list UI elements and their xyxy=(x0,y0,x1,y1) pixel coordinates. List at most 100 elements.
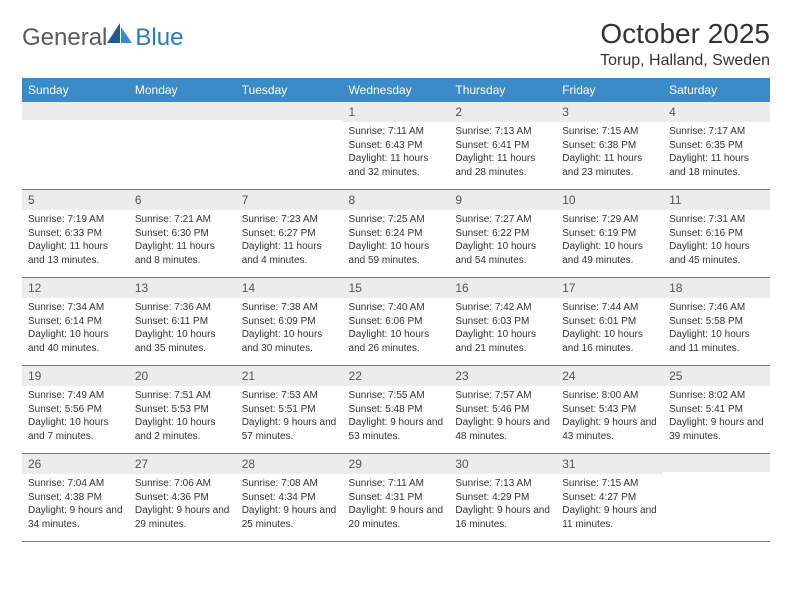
sunrise-text: Sunrise: 7:04 AM xyxy=(28,477,123,491)
sunset-text: Sunset: 5:56 PM xyxy=(28,403,123,417)
sunset-text: Sunset: 6:35 PM xyxy=(669,139,764,153)
day-cell xyxy=(663,454,770,542)
day-cell: 20Sunrise: 7:51 AMSunset: 5:53 PMDayligh… xyxy=(129,366,236,454)
logo-sail-icon xyxy=(107,23,133,43)
week-row: 19Sunrise: 7:49 AMSunset: 5:56 PMDayligh… xyxy=(22,366,770,454)
logo-text-blue: Blue xyxy=(135,24,183,52)
daylight-text: Daylight: 9 hours and 11 minutes. xyxy=(562,504,657,531)
sunset-text: Sunset: 6:30 PM xyxy=(135,227,230,241)
week-row: 26Sunrise: 7:04 AMSunset: 4:38 PMDayligh… xyxy=(22,454,770,542)
sunrise-text: Sunrise: 7:15 AM xyxy=(562,125,657,139)
day-content: Sunrise: 7:29 AMSunset: 6:19 PMDaylight:… xyxy=(556,210,663,277)
sunrise-text: Sunrise: 7:49 AM xyxy=(28,389,123,403)
daylight-text: Daylight: 10 hours and 21 minutes. xyxy=(455,328,550,355)
day-cell: 3Sunrise: 7:15 AMSunset: 6:38 PMDaylight… xyxy=(556,102,663,190)
day-content: Sunrise: 7:13 AMSunset: 6:41 PMDaylight:… xyxy=(449,122,556,189)
day-cell: 5Sunrise: 7:19 AMSunset: 6:33 PMDaylight… xyxy=(22,190,129,278)
day-cell: 27Sunrise: 7:06 AMSunset: 4:36 PMDayligh… xyxy=(129,454,236,542)
day-content: Sunrise: 7:19 AMSunset: 6:33 PMDaylight:… xyxy=(22,210,129,277)
day-content: Sunrise: 7:42 AMSunset: 6:03 PMDaylight:… xyxy=(449,298,556,365)
daylight-text: Daylight: 9 hours and 25 minutes. xyxy=(242,504,337,531)
daylight-text: Daylight: 9 hours and 39 minutes. xyxy=(669,416,764,443)
day-content: Sunrise: 7:36 AMSunset: 6:11 PMDaylight:… xyxy=(129,298,236,365)
day-number: 10 xyxy=(556,190,663,210)
day-content: Sunrise: 7:40 AMSunset: 6:06 PMDaylight:… xyxy=(343,298,450,365)
day-cell: 29Sunrise: 7:11 AMSunset: 4:31 PMDayligh… xyxy=(343,454,450,542)
day-content: Sunrise: 7:55 AMSunset: 5:48 PMDaylight:… xyxy=(343,386,450,453)
day-content: Sunrise: 7:04 AMSunset: 4:38 PMDaylight:… xyxy=(22,474,129,541)
day-cell: 16Sunrise: 7:42 AMSunset: 6:03 PMDayligh… xyxy=(449,278,556,366)
day-number xyxy=(22,102,129,120)
day-number: 27 xyxy=(129,454,236,474)
sunset-text: Sunset: 5:46 PM xyxy=(455,403,550,417)
day-content: Sunrise: 7:53 AMSunset: 5:51 PMDaylight:… xyxy=(236,386,343,453)
day-number: 26 xyxy=(22,454,129,474)
day-number: 20 xyxy=(129,366,236,386)
daylight-text: Daylight: 9 hours and 53 minutes. xyxy=(349,416,444,443)
daylight-text: Daylight: 10 hours and 7 minutes. xyxy=(28,416,123,443)
day-content: Sunrise: 7:23 AMSunset: 6:27 PMDaylight:… xyxy=(236,210,343,277)
day-number: 9 xyxy=(449,190,556,210)
daylight-text: Daylight: 9 hours and 29 minutes. xyxy=(135,504,230,531)
weekday-wed: Wednesday xyxy=(343,78,450,102)
sunrise-text: Sunrise: 7:46 AM xyxy=(669,301,764,315)
sunset-text: Sunset: 6:09 PM xyxy=(242,315,337,329)
day-cell: 15Sunrise: 7:40 AMSunset: 6:06 PMDayligh… xyxy=(343,278,450,366)
daylight-text: Daylight: 11 hours and 18 minutes. xyxy=(669,152,764,179)
day-number: 22 xyxy=(343,366,450,386)
sunrise-text: Sunrise: 7:15 AM xyxy=(562,477,657,491)
sunset-text: Sunset: 6:33 PM xyxy=(28,227,123,241)
day-number: 1 xyxy=(343,102,450,122)
sunrise-text: Sunrise: 7:31 AM xyxy=(669,213,764,227)
sunset-text: Sunset: 4:36 PM xyxy=(135,491,230,505)
sunset-text: Sunset: 6:41 PM xyxy=(455,139,550,153)
day-content: Sunrise: 8:00 AMSunset: 5:43 PMDaylight:… xyxy=(556,386,663,453)
day-cell: 23Sunrise: 7:57 AMSunset: 5:46 PMDayligh… xyxy=(449,366,556,454)
weekday-sun: Sunday xyxy=(22,78,129,102)
day-cell: 1Sunrise: 7:11 AMSunset: 6:43 PMDaylight… xyxy=(343,102,450,190)
day-number: 31 xyxy=(556,454,663,474)
day-cell xyxy=(22,102,129,190)
day-cell: 11Sunrise: 7:31 AMSunset: 6:16 PMDayligh… xyxy=(663,190,770,278)
daylight-text: Daylight: 9 hours and 34 minutes. xyxy=(28,504,123,531)
day-cell: 24Sunrise: 8:00 AMSunset: 5:43 PMDayligh… xyxy=(556,366,663,454)
day-content xyxy=(22,120,129,180)
daylight-text: Daylight: 11 hours and 8 minutes. xyxy=(135,240,230,267)
location: Torup, Halland, Sweden xyxy=(600,52,770,70)
day-content: Sunrise: 8:02 AMSunset: 5:41 PMDaylight:… xyxy=(663,386,770,453)
day-cell: 10Sunrise: 7:29 AMSunset: 6:19 PMDayligh… xyxy=(556,190,663,278)
sunset-text: Sunset: 4:34 PM xyxy=(242,491,337,505)
day-content: Sunrise: 7:21 AMSunset: 6:30 PMDaylight:… xyxy=(129,210,236,277)
daylight-text: Daylight: 10 hours and 2 minutes. xyxy=(135,416,230,443)
day-cell: 31Sunrise: 7:15 AMSunset: 4:27 PMDayligh… xyxy=(556,454,663,542)
sunset-text: Sunset: 5:48 PM xyxy=(349,403,444,417)
day-cell: 8Sunrise: 7:25 AMSunset: 6:24 PMDaylight… xyxy=(343,190,450,278)
sunrise-text: Sunrise: 7:38 AM xyxy=(242,301,337,315)
daylight-text: Daylight: 9 hours and 20 minutes. xyxy=(349,504,444,531)
sunrise-text: Sunrise: 7:21 AM xyxy=(135,213,230,227)
week-row: 12Sunrise: 7:34 AMSunset: 6:14 PMDayligh… xyxy=(22,278,770,366)
day-cell xyxy=(236,102,343,190)
day-cell: 30Sunrise: 7:13 AMSunset: 4:29 PMDayligh… xyxy=(449,454,556,542)
daylight-text: Daylight: 11 hours and 23 minutes. xyxy=(562,152,657,179)
day-content: Sunrise: 7:17 AMSunset: 6:35 PMDaylight:… xyxy=(663,122,770,189)
day-cell: 26Sunrise: 7:04 AMSunset: 4:38 PMDayligh… xyxy=(22,454,129,542)
weekday-tue: Tuesday xyxy=(236,78,343,102)
daylight-text: Daylight: 11 hours and 32 minutes. xyxy=(349,152,444,179)
weekday-fri: Friday xyxy=(556,78,663,102)
sunset-text: Sunset: 6:11 PM xyxy=(135,315,230,329)
day-content xyxy=(129,120,236,180)
day-number: 3 xyxy=(556,102,663,122)
sunset-text: Sunset: 4:29 PM xyxy=(455,491,550,505)
sunset-text: Sunset: 6:24 PM xyxy=(349,227,444,241)
day-number: 8 xyxy=(343,190,450,210)
logo: General Blue xyxy=(22,24,183,52)
day-cell: 28Sunrise: 7:08 AMSunset: 4:34 PMDayligh… xyxy=(236,454,343,542)
sunrise-text: Sunrise: 7:57 AM xyxy=(455,389,550,403)
day-number: 30 xyxy=(449,454,556,474)
sunset-text: Sunset: 5:51 PM xyxy=(242,403,337,417)
day-content: Sunrise: 7:06 AMSunset: 4:36 PMDaylight:… xyxy=(129,474,236,541)
day-content: Sunrise: 7:08 AMSunset: 4:34 PMDaylight:… xyxy=(236,474,343,541)
sunrise-text: Sunrise: 7:51 AM xyxy=(135,389,230,403)
sunset-text: Sunset: 5:58 PM xyxy=(669,315,764,329)
